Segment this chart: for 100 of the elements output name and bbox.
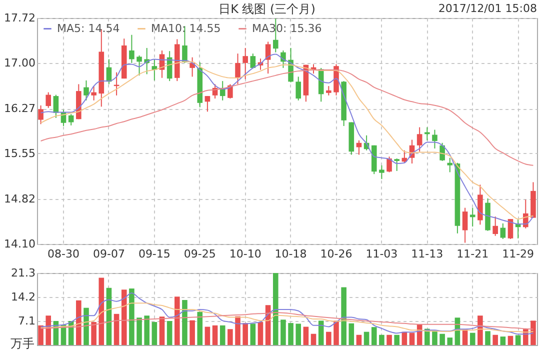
bar [447, 338, 453, 345]
chart-title: 日K 线图 (三个月) [218, 2, 316, 16]
bar [212, 325, 218, 345]
bar [379, 334, 384, 345]
x-tick-label: 08-30 [48, 248, 80, 260]
x-tick-label: 10-26 [320, 248, 352, 260]
candlestick [68, 114, 74, 126]
bar [280, 320, 286, 345]
bar [341, 287, 346, 345]
legend-label: MA5: 14.54 [57, 22, 120, 35]
candlestick [204, 96, 210, 112]
bar [303, 326, 309, 345]
candlestick [492, 216, 498, 236]
bar [250, 324, 256, 345]
candlestick [84, 80, 89, 101]
bar [204, 326, 210, 345]
candlestick [235, 53, 240, 85]
y-tick-label: 16.27 [4, 102, 36, 116]
candlestick [190, 56, 195, 78]
x-tick-label: 11-13 [411, 248, 444, 260]
candlestick [440, 142, 445, 162]
candlestick [386, 156, 392, 173]
bar [326, 332, 332, 345]
bar [371, 327, 377, 345]
bar [220, 325, 226, 345]
y-tick-label: 14.2 [11, 290, 36, 304]
bar [364, 332, 370, 345]
candlestick [296, 76, 302, 101]
y-tick-label: 17.72 [4, 12, 36, 24]
bar [500, 336, 506, 345]
bar [76, 300, 82, 345]
bar [182, 300, 188, 345]
bar [508, 336, 514, 345]
y-tick-label: 14.10 [4, 238, 36, 250]
x-tick-label: 09-07 [92, 248, 125, 260]
bar [288, 323, 294, 345]
bar [84, 308, 89, 345]
bar [159, 316, 165, 345]
bar [197, 312, 203, 345]
x-tick-label: 11-29 [502, 248, 534, 260]
line-series [40, 312, 534, 330]
bar [492, 334, 498, 345]
candlestick [447, 157, 453, 173]
bar [440, 334, 445, 345]
bar [515, 335, 521, 345]
y-tick-label: 17.00 [4, 56, 36, 70]
x-tick-label: 09-25 [184, 248, 216, 260]
bar [152, 322, 158, 345]
bar [272, 273, 278, 345]
bar [409, 332, 415, 345]
bar [174, 296, 180, 345]
candlestick [379, 164, 384, 180]
bar [46, 316, 52, 345]
bar [348, 323, 354, 345]
y-tick-label: 7.1 [18, 314, 36, 328]
bar [166, 321, 172, 345]
candlestick [136, 54, 142, 76]
bar [136, 318, 142, 345]
candlestick [508, 218, 514, 240]
bar [356, 334, 362, 345]
x-tick-label: 10-10 [229, 248, 262, 260]
bar [38, 325, 44, 345]
bar [432, 330, 438, 345]
bar [228, 329, 233, 345]
candlestick [416, 126, 422, 152]
bar [310, 334, 316, 345]
bar [242, 323, 248, 345]
bar [394, 334, 400, 345]
candlestick [250, 53, 256, 70]
bar [318, 320, 324, 345]
bar [470, 332, 476, 345]
bar [98, 278, 104, 345]
y-tick-label: 15.55 [4, 146, 36, 160]
bar [144, 316, 150, 345]
candlestick [470, 207, 476, 228]
candlestick [432, 129, 438, 149]
y-axis-title: 万手 [10, 336, 34, 350]
bar [190, 320, 195, 345]
bar [296, 324, 302, 345]
bar [129, 288, 134, 345]
candlestick [38, 104, 44, 125]
candlestick [46, 92, 52, 108]
x-tick-label: 11-03 [366, 248, 398, 260]
y-tick-label: 21.3 [11, 266, 36, 280]
bar [258, 322, 264, 345]
y-tick-label: 14.82 [4, 192, 36, 206]
bar [485, 331, 490, 345]
x-tick-label: 11-21 [456, 248, 489, 260]
candlestick [242, 47, 248, 80]
candlestick [394, 158, 400, 172]
x-tick-label: 10-18 [274, 248, 307, 260]
bar [114, 314, 120, 345]
bar [386, 334, 392, 345]
candlestick [424, 126, 430, 141]
candlestick [462, 207, 468, 244]
candlestick [129, 34, 134, 64]
line-series [40, 302, 534, 333]
bar [530, 320, 536, 345]
line-series [40, 292, 534, 335]
text: 2017/12/01 15:08 [438, 2, 537, 15]
